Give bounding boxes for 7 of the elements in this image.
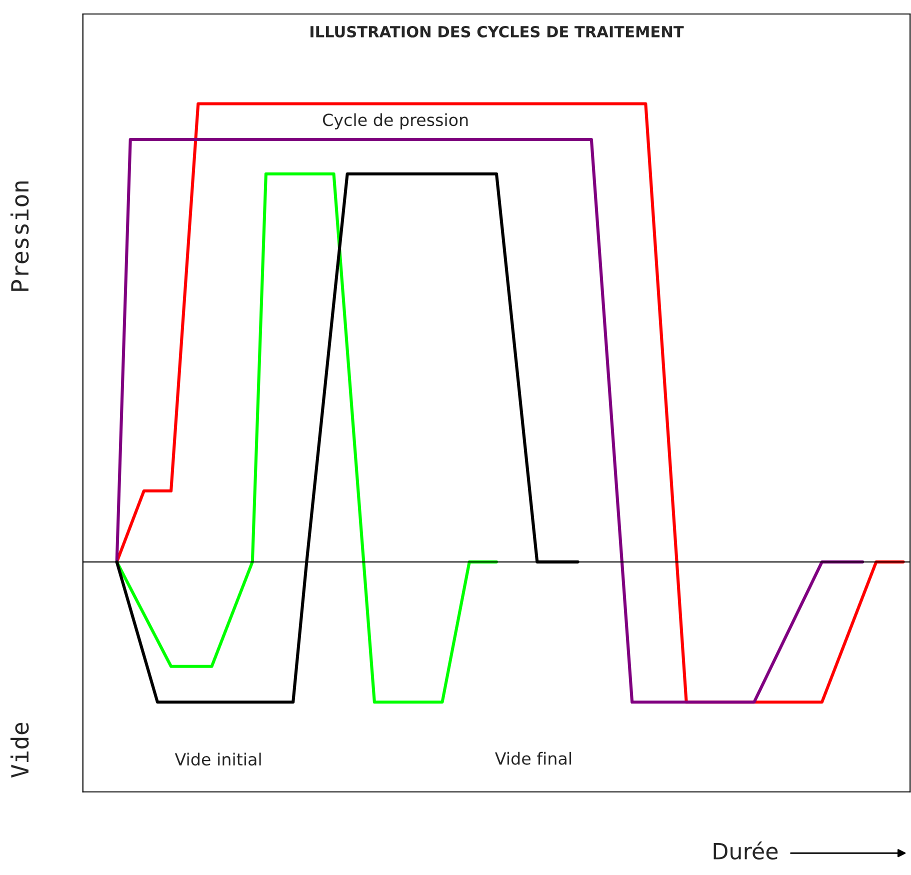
text: Vide initial (174, 752, 261, 766)
text: Vide final (495, 752, 571, 765)
text: Vide (10, 722, 29, 778)
annotation: Cycle de pression (322, 113, 468, 130)
text: Durée (714, 841, 778, 860)
chart-title: ILLUSTRATION DES CYCLES DE TRAITEMENT (310, 26, 684, 38)
y-axis-title: Pression (10, 181, 29, 291)
